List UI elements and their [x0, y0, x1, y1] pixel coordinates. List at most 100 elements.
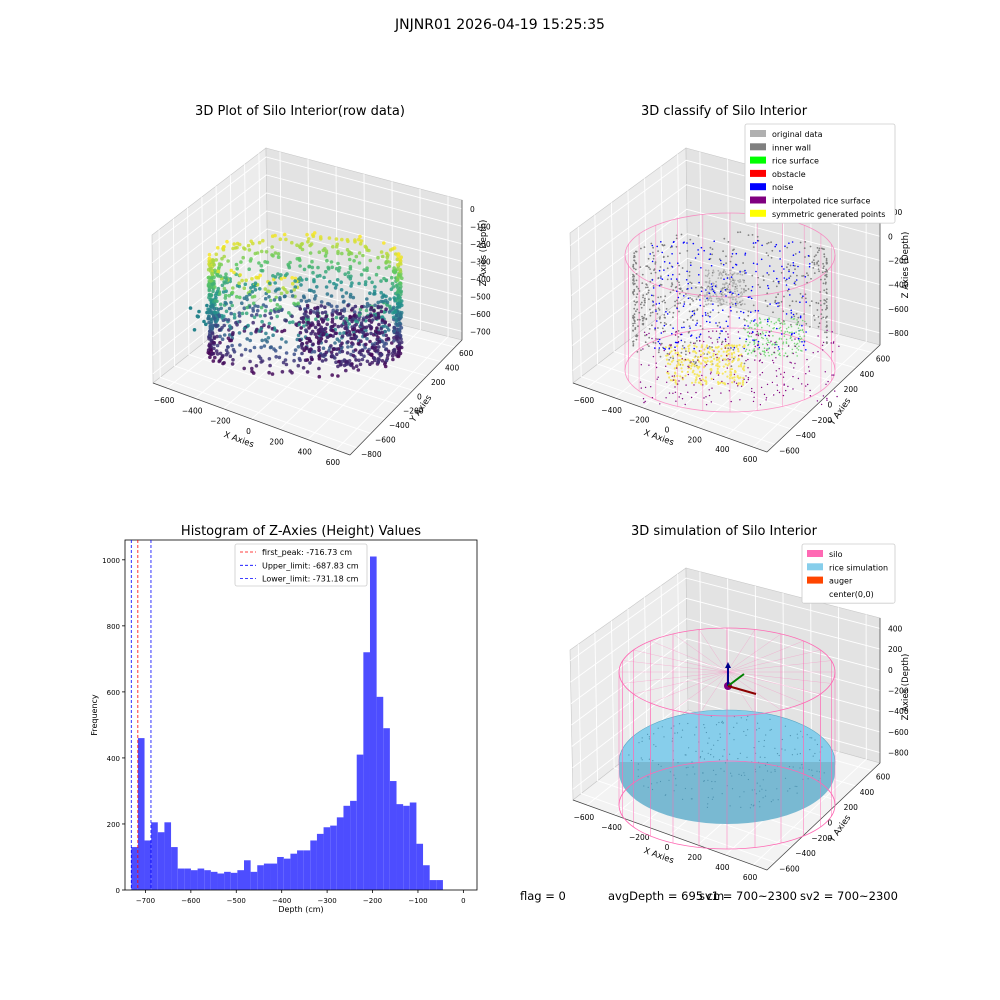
data-point: [399, 289, 404, 294]
rice-simulation-point: [789, 788, 791, 790]
silo-wire-spoke: [633, 671, 728, 695]
rice-surface-point: [754, 327, 756, 330]
data-point: [360, 327, 364, 332]
x-tick-label: −400: [182, 406, 203, 415]
noise-point: [788, 242, 790, 244]
inner-wall-point: [638, 311, 641, 314]
y-tick-label: 600: [107, 689, 120, 697]
inner-wall-point: [725, 262, 727, 265]
symmetric-point: [716, 370, 719, 373]
data-point: [371, 333, 376, 337]
data-point: [365, 337, 369, 341]
data-point: [357, 281, 361, 286]
inner-wall-point: [744, 285, 747, 287]
silo-wire-spoke: [698, 629, 728, 673]
original-point: [722, 283, 724, 285]
interpolated-point: [776, 389, 779, 392]
data-point: [354, 364, 359, 369]
inner-wall-point: [743, 362, 746, 365]
rice-simulation-point: [759, 766, 761, 768]
data-point: [207, 343, 211, 348]
inner-wall-point: [651, 311, 654, 314]
x-tick-label: 400: [715, 445, 730, 454]
noise-point: [779, 258, 781, 260]
rice-surface-point: [774, 343, 776, 346]
noise-point: [786, 278, 788, 281]
data-point: [298, 330, 303, 335]
data-point: [395, 298, 399, 303]
original-point: [717, 297, 720, 300]
grid-line: [569, 577, 881, 662]
data-point: [374, 272, 379, 277]
data-point: [348, 264, 353, 269]
data-point: [376, 315, 381, 320]
rice-simulation-point: [717, 739, 719, 742]
symmetric-point: [684, 347, 687, 350]
interpolated-point: [717, 374, 720, 376]
rice-surface-point: [777, 349, 779, 352]
data-point: [293, 285, 298, 289]
symmetric-point: [699, 353, 703, 356]
rice-surface-point: [782, 341, 785, 344]
data-point: [345, 359, 349, 364]
data-point: [316, 320, 321, 324]
data-point: [274, 307, 278, 311]
inner-wall-point: [729, 260, 732, 263]
noise-point: [682, 305, 685, 308]
rice-simulation-point: [799, 767, 801, 769]
interpolated-point: [699, 340, 701, 342]
data-point: [328, 279, 332, 284]
data-point: [264, 250, 269, 254]
original-point: [712, 294, 715, 297]
silo-wire-spoke: [726, 671, 832, 684]
inner-wall-point: [795, 300, 798, 303]
rice-surface-point: [752, 349, 755, 352]
data-point: [393, 252, 398, 256]
rice-simulation-point: [711, 780, 713, 783]
rice-surface-point: [761, 336, 763, 339]
data-point: [321, 248, 326, 253]
noise-point: [734, 303, 737, 305]
rice-surface-point: [773, 322, 776, 325]
data-point: [313, 332, 318, 336]
rice-simulation-point: [781, 748, 783, 750]
noise-point: [802, 344, 805, 347]
original-point: [731, 296, 734, 298]
inner-wall-point: [716, 338, 719, 341]
inner-wall-point: [635, 273, 638, 275]
inner-wall-point: [794, 268, 796, 271]
data-point: [348, 277, 353, 281]
inner-wall-point: [732, 357, 735, 360]
silo-wire-spoke: [726, 640, 804, 673]
inner-wall-point: [658, 349, 660, 351]
rice-surface-point: [757, 332, 759, 335]
data-point: [339, 316, 343, 321]
noise-point: [730, 310, 732, 312]
noise-point: [676, 290, 678, 293]
rice-simulation-point: [765, 789, 767, 791]
noise-point: [698, 274, 700, 276]
data-point: [344, 326, 349, 331]
data-point: [373, 285, 377, 289]
rice-surface-point: [785, 341, 788, 343]
data-point: [267, 321, 272, 326]
interpolated-point: [773, 394, 775, 396]
inner-wall-point: [817, 264, 820, 267]
histogram-bar: [197, 868, 205, 890]
inner-wall-point: [789, 264, 792, 267]
original-point: [733, 296, 735, 299]
symmetric-point: [667, 372, 670, 375]
data-point: [380, 254, 385, 259]
symmetric-point: [728, 344, 731, 347]
rice-simulation-point: [695, 726, 697, 728]
rice-surface-point: [746, 320, 748, 322]
data-point: [336, 374, 340, 378]
inner-wall-point: [660, 275, 662, 278]
data-point: [290, 314, 294, 319]
noise-point: [712, 303, 714, 305]
interpolated-point: [755, 334, 757, 336]
data-point: [292, 358, 296, 363]
data-point: [313, 325, 318, 330]
data-point: [232, 350, 237, 354]
data-point: [239, 260, 243, 264]
